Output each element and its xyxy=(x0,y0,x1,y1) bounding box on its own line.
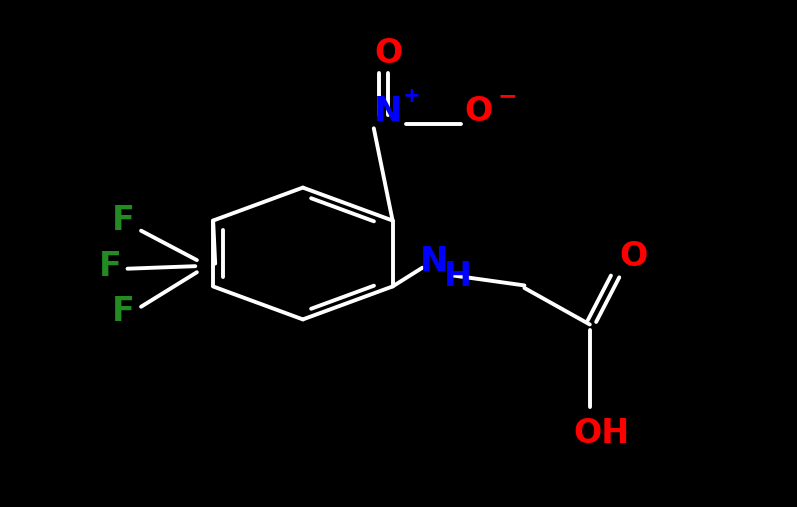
Text: OH: OH xyxy=(574,417,630,450)
Text: N: N xyxy=(374,95,402,128)
Text: O: O xyxy=(464,95,493,128)
Text: −: − xyxy=(498,84,517,108)
Text: N: N xyxy=(420,244,449,278)
Text: F: F xyxy=(112,204,135,237)
Text: O: O xyxy=(374,37,402,70)
Text: H: H xyxy=(444,260,473,293)
Text: F: F xyxy=(99,249,121,283)
Text: +: + xyxy=(403,86,421,106)
Text: O: O xyxy=(619,239,648,273)
Text: F: F xyxy=(112,295,135,329)
